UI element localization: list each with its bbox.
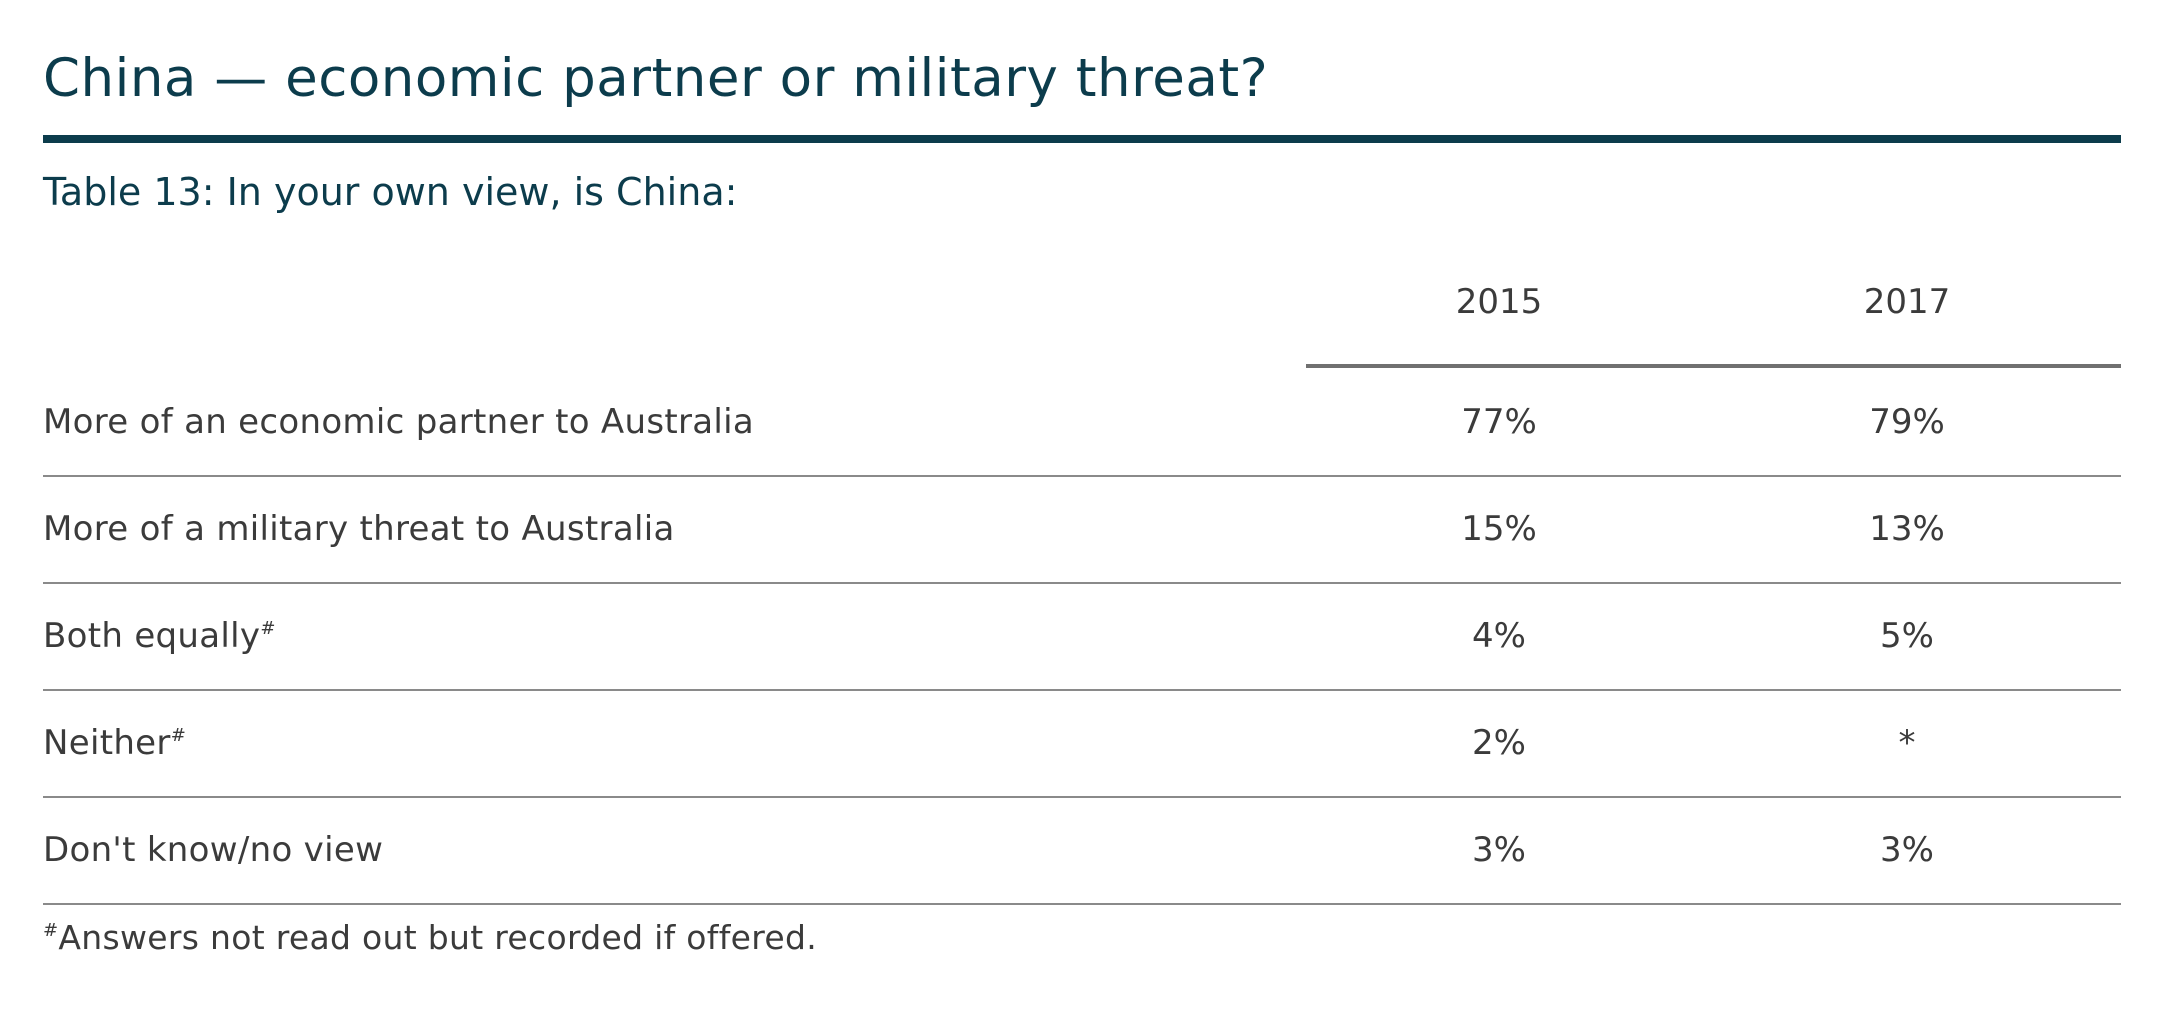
value-2017: * (1898, 722, 1916, 763)
footnote: #Answers not read out but recorded if of… (43, 918, 817, 957)
footnote-text: Answers not read out but recorded if off… (58, 918, 818, 957)
row-label-text: Both equally (43, 615, 261, 656)
row-label: More of a military threat to Australia (43, 509, 675, 549)
row-label: Both equally# (43, 616, 276, 656)
title-divider (43, 135, 2121, 143)
table-row: More of a military threat to Australia 1… (43, 475, 2121, 584)
value-2017: 5% (1880, 615, 1934, 656)
value-2017: 3% (1880, 829, 1934, 870)
row-label: More of an economic partner to Australia (43, 402, 754, 442)
footnote-mark: # (260, 617, 276, 639)
row-label: Neither# (43, 723, 186, 763)
value-2015: 77% (1461, 401, 1537, 442)
row-label-text: Neither (43, 722, 171, 763)
value-2015: 4% (1472, 615, 1526, 656)
value-2017: 79% (1869, 401, 1945, 442)
table-caption: Table 13: In your own view, is China: (43, 170, 738, 214)
table-row: Don't know/no view 3% 3% (43, 796, 2121, 905)
table-row: More of an economic partner to Australia… (43, 368, 2121, 477)
column-header-2015: 2015 (1455, 282, 1543, 322)
column-header-2017: 2017 (1863, 282, 1951, 322)
value-2015: 2% (1472, 722, 1526, 763)
row-label: Don't know/no view (43, 830, 383, 870)
row-label-text: Don't know/no view (43, 829, 384, 870)
page-title: China — economic partner or military thr… (43, 48, 1269, 109)
row-label-text: More of an economic partner to Australia (43, 401, 755, 442)
table-row: Neither# 2% * (43, 689, 2121, 798)
footnote-mark: # (170, 724, 187, 746)
value-2015: 15% (1461, 508, 1537, 549)
header-divider (1306, 364, 2121, 368)
footnote-mark: # (43, 920, 59, 941)
row-label-text: More of a military threat to Australia (43, 508, 675, 549)
value-2017: 13% (1869, 508, 1945, 549)
value-2015: 3% (1472, 829, 1526, 870)
table-row: Both equally# 4% 5% (43, 582, 2121, 691)
